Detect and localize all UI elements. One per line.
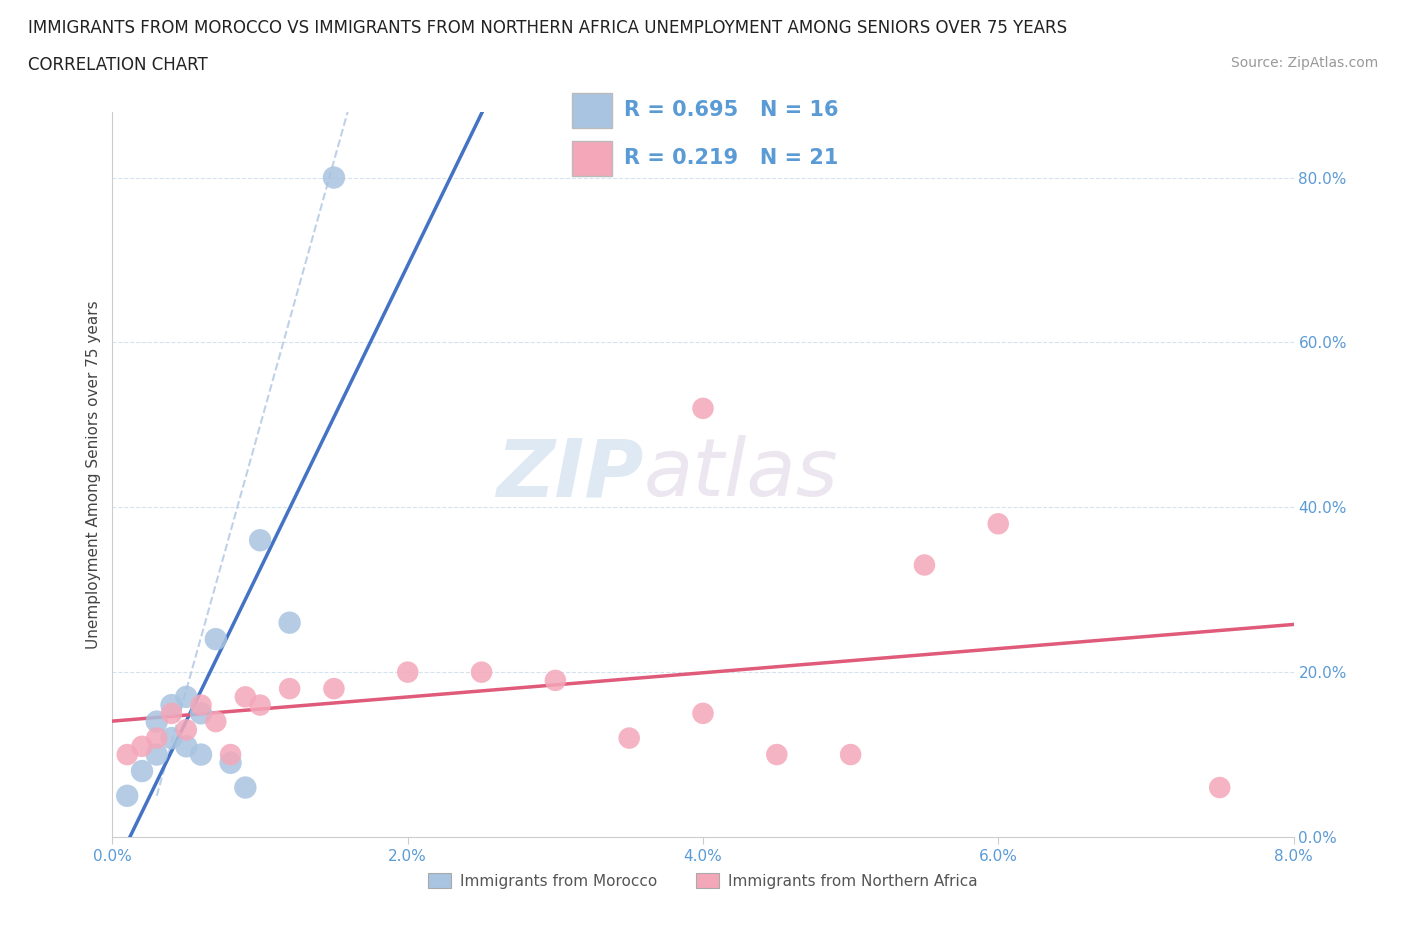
Point xyxy=(160,731,183,746)
FancyBboxPatch shape xyxy=(572,141,612,176)
Point xyxy=(160,706,183,721)
Point xyxy=(249,698,271,712)
Point xyxy=(233,780,256,795)
Text: R = 0.695   N = 16: R = 0.695 N = 16 xyxy=(624,100,839,120)
Point xyxy=(1208,780,1232,795)
Point xyxy=(160,698,183,712)
Point xyxy=(765,747,787,762)
Point xyxy=(278,616,301,631)
Point xyxy=(396,665,419,680)
Point xyxy=(117,747,138,762)
FancyBboxPatch shape xyxy=(572,93,612,127)
Point xyxy=(205,714,228,729)
Point xyxy=(233,689,256,704)
Text: R = 0.219   N = 21: R = 0.219 N = 21 xyxy=(624,149,838,168)
Point xyxy=(146,714,169,729)
Point xyxy=(278,681,301,696)
Point xyxy=(131,738,153,753)
Legend: Immigrants from Morocco, Immigrants from Northern Africa: Immigrants from Morocco, Immigrants from… xyxy=(422,867,984,895)
Point xyxy=(471,665,494,680)
Point xyxy=(117,789,138,804)
Text: Source: ZipAtlas.com: Source: ZipAtlas.com xyxy=(1230,56,1378,70)
Point xyxy=(190,698,212,712)
Point xyxy=(914,557,936,572)
Point xyxy=(323,170,346,185)
Point xyxy=(839,747,862,762)
Point xyxy=(619,731,641,746)
Point xyxy=(987,516,1010,531)
Text: ZIP: ZIP xyxy=(496,435,644,513)
Text: atlas: atlas xyxy=(644,435,839,513)
Point xyxy=(174,738,197,753)
Point xyxy=(190,747,212,762)
Point xyxy=(174,723,197,737)
Point xyxy=(146,731,169,746)
Point xyxy=(692,706,714,721)
Text: CORRELATION CHART: CORRELATION CHART xyxy=(28,56,208,73)
Point xyxy=(544,673,567,688)
Point xyxy=(205,631,228,646)
Point xyxy=(174,689,197,704)
Point xyxy=(146,747,169,762)
Point xyxy=(692,401,714,416)
Y-axis label: Unemployment Among Seniors over 75 years: Unemployment Among Seniors over 75 years xyxy=(86,300,101,648)
Text: IMMIGRANTS FROM MOROCCO VS IMMIGRANTS FROM NORTHERN AFRICA UNEMPLOYMENT AMONG SE: IMMIGRANTS FROM MOROCCO VS IMMIGRANTS FR… xyxy=(28,19,1067,36)
Point xyxy=(249,533,271,548)
Point xyxy=(131,764,153,778)
Point xyxy=(190,706,212,721)
Point xyxy=(219,755,242,770)
Point xyxy=(219,747,242,762)
Point xyxy=(323,681,346,696)
